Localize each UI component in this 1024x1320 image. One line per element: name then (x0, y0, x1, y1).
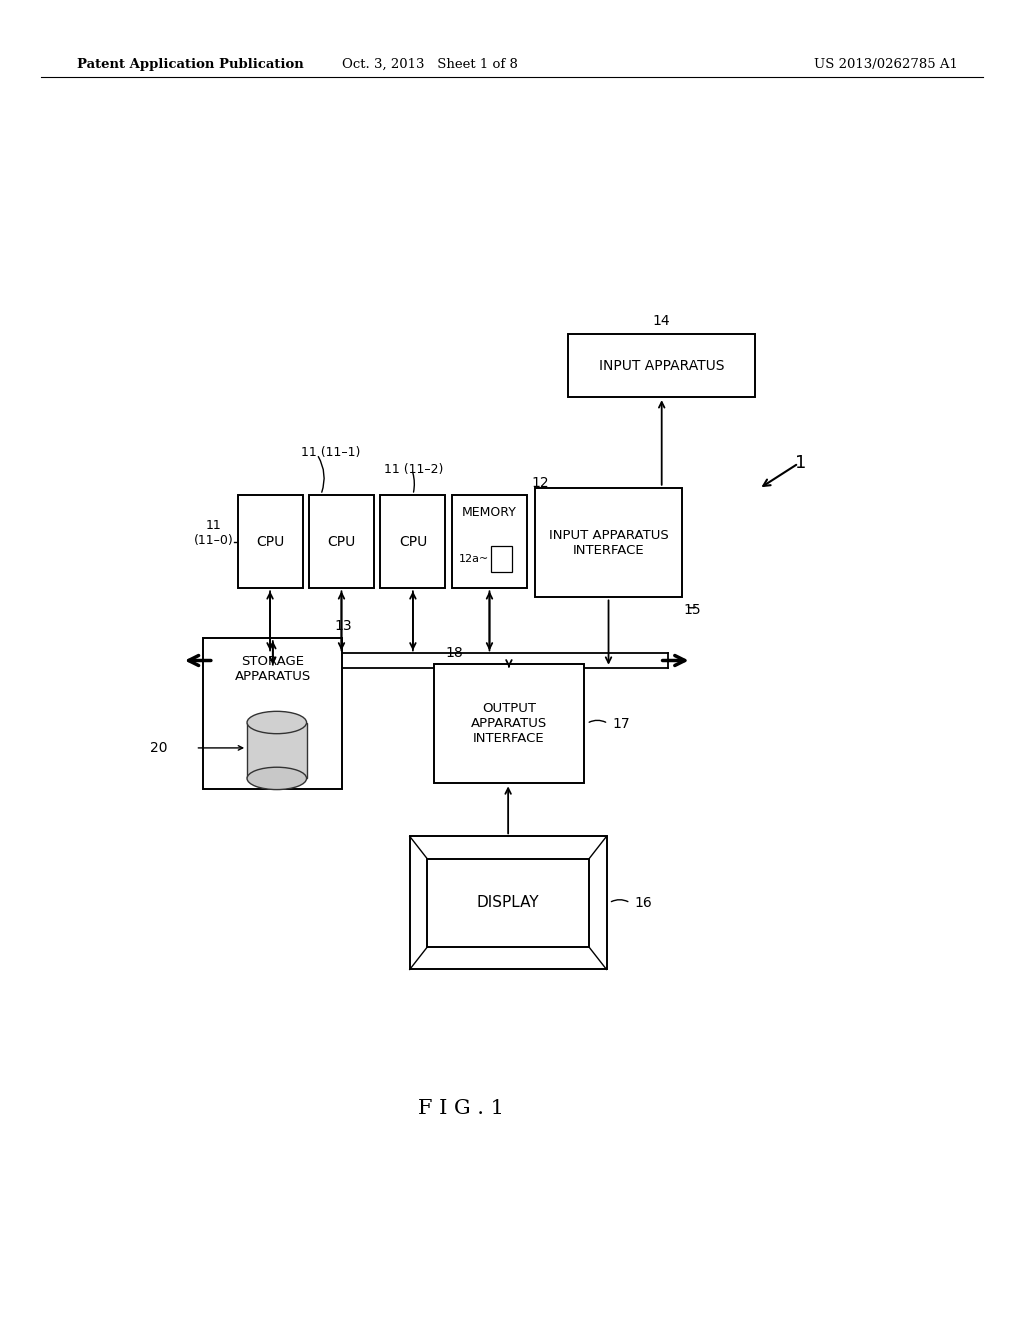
Text: INPUT APPARATUS
INTERFACE: INPUT APPARATUS INTERFACE (549, 528, 669, 557)
Text: INPUT APPARATUS: INPUT APPARATUS (599, 359, 724, 372)
Ellipse shape (247, 711, 306, 734)
FancyBboxPatch shape (536, 487, 682, 598)
Text: 13: 13 (334, 619, 352, 634)
Text: 1: 1 (795, 454, 806, 473)
Text: STORAGE
APPARATUS: STORAGE APPARATUS (234, 655, 311, 682)
Text: CPU: CPU (398, 535, 427, 549)
FancyBboxPatch shape (492, 545, 512, 572)
Text: 20: 20 (151, 741, 168, 755)
Text: 15: 15 (684, 603, 701, 616)
FancyBboxPatch shape (309, 495, 374, 589)
Text: 11 (11–2): 11 (11–2) (384, 463, 443, 477)
FancyBboxPatch shape (410, 837, 606, 969)
FancyBboxPatch shape (427, 859, 589, 948)
Text: 11 (11–1): 11 (11–1) (301, 446, 360, 458)
FancyBboxPatch shape (452, 495, 527, 589)
FancyBboxPatch shape (204, 638, 342, 788)
Text: Oct. 3, 2013   Sheet 1 of 8: Oct. 3, 2013 Sheet 1 of 8 (342, 58, 518, 71)
Text: DISPLAY: DISPLAY (477, 895, 540, 911)
Text: US 2013/0262785 A1: US 2013/0262785 A1 (813, 58, 957, 71)
FancyBboxPatch shape (238, 495, 303, 589)
FancyBboxPatch shape (247, 722, 306, 779)
Text: CPU: CPU (256, 535, 285, 549)
Text: 11
(11–0): 11 (11–0) (194, 520, 233, 548)
Text: 14: 14 (653, 314, 671, 329)
FancyBboxPatch shape (380, 495, 445, 589)
Text: 17: 17 (612, 717, 630, 730)
Text: 12a~: 12a~ (459, 554, 489, 564)
Text: MEMORY: MEMORY (462, 506, 517, 519)
Text: OUTPUT
APPARATUS
INTERFACE: OUTPUT APPARATUS INTERFACE (471, 702, 547, 744)
FancyBboxPatch shape (433, 664, 585, 784)
Ellipse shape (247, 767, 306, 789)
Text: Patent Application Publication: Patent Application Publication (77, 58, 303, 71)
FancyBboxPatch shape (568, 334, 755, 397)
Text: CPU: CPU (328, 535, 355, 549)
Text: 18: 18 (445, 647, 463, 660)
Text: 12: 12 (531, 475, 549, 490)
Text: F I G . 1: F I G . 1 (419, 1100, 504, 1118)
Text: 16: 16 (634, 896, 652, 909)
